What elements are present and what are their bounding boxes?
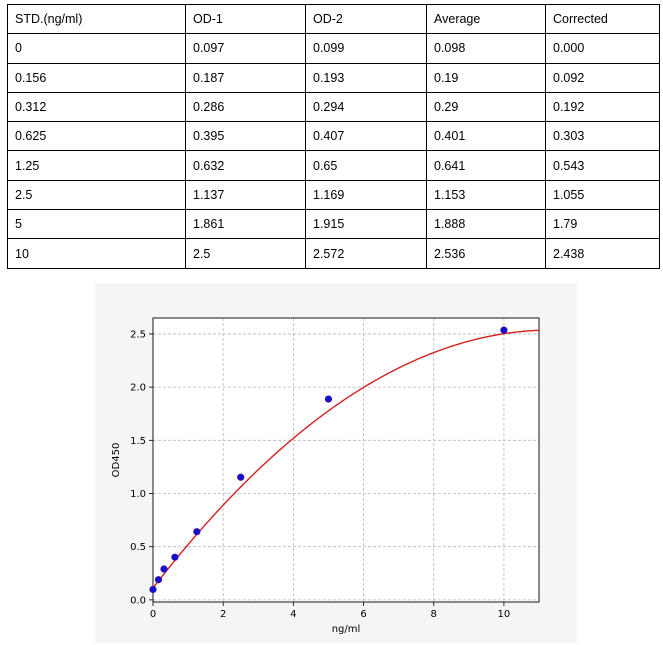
table-cell: 0.286 bbox=[185, 91, 306, 123]
column-header-std: STD.(ng/ml) bbox=[7, 3, 186, 35]
table-cell: 2.572 bbox=[305, 238, 427, 269]
table-row: 1.25 0.632 0.65 0.641 0.543 bbox=[7, 150, 660, 181]
table-cell: 2.536 bbox=[426, 238, 546, 269]
data-point bbox=[171, 553, 179, 561]
table-cell: 0.395 bbox=[185, 121, 306, 152]
table-cell: 0.303 bbox=[545, 121, 660, 152]
table-cell: 0.65 bbox=[305, 150, 427, 181]
data-point bbox=[149, 585, 157, 594]
table-cell: 0.099 bbox=[305, 33, 427, 64]
axes: 0 2 4 6 8 10 0.0 0.5 1.0 1.5 2.0 2.5 bbox=[130, 317, 540, 620]
table-cell: 0.193 bbox=[305, 62, 427, 93]
table-row: 10 2.5 2.572 2.536 2.438 bbox=[7, 238, 660, 269]
table-cell: 2.438 bbox=[545, 238, 660, 269]
table-cell: 1.25 bbox=[7, 150, 186, 181]
table-cell: 0.543 bbox=[545, 150, 660, 181]
standard-curve-chart: 0 2 4 6 8 10 0.0 0.5 1.0 1.5 2.0 2.5 ng/ml OD450 bbox=[111, 317, 540, 635]
table-row: 0.156 0.187 0.193 0.19 0.092 bbox=[7, 62, 660, 93]
plot-frame bbox=[152, 317, 540, 603]
table-row: 2.5 1.137 1.169 1.153 1.055 bbox=[7, 179, 660, 211]
table-cell: 0.156 bbox=[7, 62, 186, 93]
data-point bbox=[500, 326, 508, 334]
standards-table: STD.(ng/ml) OD-1 OD-2 Average Corrected … bbox=[7, 3, 660, 269]
y-axis-title: OD450 bbox=[111, 443, 122, 478]
table-cell: 0.312 bbox=[7, 91, 186, 123]
y-tick-label: 2.0 bbox=[130, 383, 146, 394]
table-cell: 0.098 bbox=[426, 33, 546, 64]
table-row: 0 0.097 0.099 0.098 0.000 bbox=[7, 33, 660, 64]
x-tick-label: 4 bbox=[290, 609, 296, 620]
y-tick-label: 2.5 bbox=[130, 329, 146, 340]
table-cell: 0.187 bbox=[185, 62, 306, 93]
x-tick-label: 2 bbox=[220, 609, 226, 620]
table-cell: 1.79 bbox=[545, 209, 660, 240]
table-cell: 0 bbox=[7, 33, 186, 64]
data-point bbox=[154, 576, 163, 584]
table-cell: 0.407 bbox=[305, 121, 427, 152]
table-header-row: STD.(ng/ml) OD-1 OD-2 Average Corrected bbox=[7, 3, 660, 35]
table-cell: 0.29 bbox=[426, 91, 546, 123]
fit-curve-line bbox=[152, 329, 540, 589]
table-cell: 1.153 bbox=[426, 179, 546, 211]
x-tick-label: 0 bbox=[150, 609, 156, 620]
table-cell: 0.632 bbox=[185, 150, 306, 181]
table-cell: 5 bbox=[7, 209, 186, 240]
table-cell: 2.5 bbox=[7, 179, 186, 211]
data-point bbox=[237, 473, 245, 481]
table-row: 5 1.861 1.915 1.888 1.79 bbox=[7, 209, 660, 240]
y-tick-label: 0.0 bbox=[130, 595, 146, 606]
table-cell: 0.092 bbox=[545, 62, 660, 93]
grid-lines bbox=[152, 318, 539, 602]
table-cell: 1.915 bbox=[305, 209, 427, 240]
data-points bbox=[149, 326, 508, 594]
table-cell: 1.169 bbox=[305, 179, 427, 211]
table-cell: 1.861 bbox=[185, 209, 306, 240]
table-cell: 0.401 bbox=[426, 121, 546, 152]
x-tick-label: 10 bbox=[498, 609, 511, 620]
x-tick-label: 8 bbox=[431, 609, 437, 620]
column-header-od2: OD-2 bbox=[305, 3, 427, 35]
table-cell: 0.641 bbox=[426, 150, 546, 181]
table-cell: 0.625 bbox=[7, 121, 186, 152]
table-cell: 0.097 bbox=[185, 33, 306, 64]
table-row: 0.312 0.286 0.294 0.29 0.192 bbox=[7, 91, 660, 123]
plot-area bbox=[153, 318, 539, 602]
data-point bbox=[160, 565, 168, 573]
x-axis-title: ng/ml bbox=[332, 624, 361, 635]
standard-curve-chart-panel: 0 2 4 6 8 10 0.0 0.5 1.0 1.5 2.0 2.5 ng/ml OD450 bbox=[95, 283, 577, 643]
data-point bbox=[193, 528, 201, 536]
table-cell: 10 bbox=[7, 238, 186, 269]
table-row: 0.625 0.395 0.407 0.401 0.303 bbox=[7, 121, 660, 152]
y-tick-label: 1.5 bbox=[130, 436, 146, 447]
y-tick-label: 1.0 bbox=[130, 489, 146, 500]
table-cell: 1.055 bbox=[545, 179, 660, 211]
table-cell: 0.000 bbox=[545, 33, 660, 64]
y-tick-label: 0.5 bbox=[130, 542, 146, 553]
column-header-od1: OD-1 bbox=[185, 3, 306, 35]
table-cell: 2.5 bbox=[185, 238, 306, 269]
x-tick-label: 6 bbox=[360, 609, 366, 620]
data-point bbox=[324, 395, 333, 403]
table-cell: 1.137 bbox=[185, 179, 306, 211]
table-cell: 0.19 bbox=[426, 62, 546, 93]
table-cell: 1.888 bbox=[426, 209, 546, 240]
column-header-corrected: Corrected bbox=[545, 3, 660, 35]
column-header-average: Average bbox=[426, 3, 546, 35]
table-cell: 0.294 bbox=[305, 91, 427, 123]
table-cell: 0.192 bbox=[545, 91, 660, 123]
